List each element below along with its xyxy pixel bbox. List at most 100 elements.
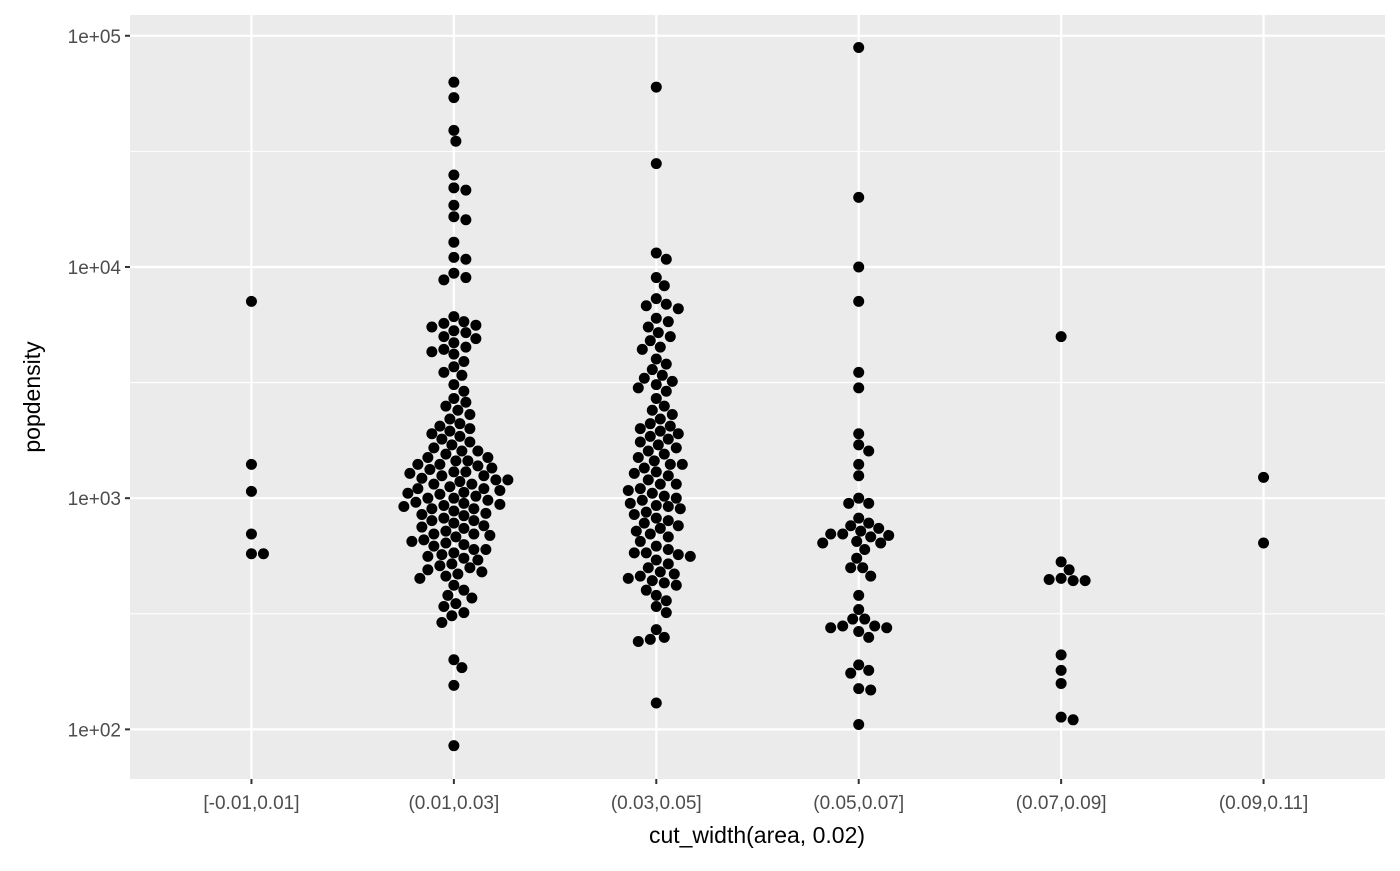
- data-point: [402, 487, 414, 499]
- data-point: [845, 562, 857, 574]
- data-point: [650, 624, 662, 636]
- data-point: [652, 439, 664, 451]
- data-point: [494, 484, 506, 496]
- data-point: [873, 522, 885, 534]
- data-point: [428, 540, 440, 552]
- data-point: [632, 635, 644, 647]
- data-point: [644, 418, 656, 430]
- data-point: [438, 512, 450, 524]
- data-point: [1055, 331, 1067, 343]
- y-tick-label: 1e+04: [68, 258, 122, 279]
- data-point: [406, 535, 418, 547]
- data-point: [448, 325, 460, 337]
- data-point: [662, 558, 674, 570]
- data-point: [853, 470, 865, 482]
- data-point: [448, 348, 460, 360]
- data-point: [859, 543, 871, 555]
- data-point: [438, 343, 450, 355]
- data-point: [855, 525, 867, 537]
- data-point: [658, 448, 670, 460]
- data-point: [672, 428, 684, 440]
- data-point: [851, 552, 863, 564]
- data-point: [650, 247, 662, 259]
- data-point: [662, 470, 674, 482]
- data-point: [470, 333, 482, 345]
- data-point: [650, 293, 662, 305]
- data-point: [412, 458, 424, 470]
- x-tick-label: (0.09,0.11]: [1219, 793, 1308, 814]
- data-point: [1258, 537, 1270, 549]
- data-point: [438, 274, 450, 286]
- data-point: [478, 470, 490, 482]
- data-point: [460, 341, 472, 353]
- data-point: [1043, 573, 1055, 585]
- data-point: [652, 327, 664, 339]
- data-point: [863, 664, 875, 676]
- data-point: [672, 520, 684, 532]
- data-point: [660, 595, 672, 607]
- data-point: [458, 486, 470, 498]
- data-point: [448, 679, 460, 691]
- data-point: [863, 445, 875, 457]
- data-point: [458, 356, 470, 368]
- data-point: [654, 341, 666, 353]
- data-point: [650, 540, 662, 552]
- data-point: [865, 570, 877, 582]
- data-point: [472, 460, 484, 472]
- data-point: [468, 503, 480, 515]
- data-point: [853, 191, 865, 203]
- y-axis-title: popdensity: [19, 341, 45, 453]
- data-point: [418, 534, 430, 546]
- data-point: [883, 529, 895, 541]
- data-point: [837, 620, 849, 632]
- data-point: [650, 512, 662, 524]
- data-point: [650, 379, 662, 391]
- data-point: [658, 400, 670, 412]
- data-point: [414, 572, 426, 584]
- data-point: [845, 520, 857, 532]
- data-point: [434, 560, 446, 572]
- data-point: [662, 543, 674, 555]
- data-point: [859, 613, 871, 625]
- data-point: [490, 474, 502, 486]
- data-point: [875, 537, 887, 549]
- data-point: [881, 622, 893, 634]
- data-point: [468, 515, 480, 527]
- data-point: [436, 433, 448, 445]
- data-point: [458, 510, 470, 522]
- data-point: [245, 458, 257, 470]
- data-point: [670, 579, 682, 591]
- data-point: [857, 562, 869, 574]
- data-point: [464, 409, 476, 421]
- data-point: [845, 667, 857, 679]
- data-point: [634, 423, 646, 435]
- data-point: [660, 253, 672, 265]
- data-point: [448, 361, 460, 373]
- data-point: [422, 492, 434, 504]
- data-point: [448, 466, 460, 478]
- data-point: [670, 442, 682, 454]
- data-point: [245, 548, 257, 560]
- x-tick-label: (0.07,0.09]: [1016, 793, 1107, 814]
- data-point: [622, 572, 634, 584]
- data-point: [460, 466, 472, 478]
- data-point: [434, 420, 446, 432]
- data-point: [438, 317, 450, 329]
- data-point: [460, 272, 472, 284]
- data-point: [648, 455, 660, 467]
- data-point: [438, 366, 450, 378]
- data-point: [1067, 575, 1079, 587]
- data-point: [662, 316, 674, 328]
- data-point: [658, 631, 670, 643]
- data-point: [676, 458, 688, 470]
- data-point: [444, 425, 456, 437]
- data-point: [440, 525, 452, 537]
- data-point: [1067, 714, 1079, 726]
- data-point: [642, 445, 654, 457]
- x-tick-label: (0.05,0.07]: [813, 793, 904, 814]
- data-point: [416, 472, 428, 484]
- data-point: [642, 321, 654, 333]
- data-point: [853, 512, 865, 524]
- data-point: [853, 366, 865, 378]
